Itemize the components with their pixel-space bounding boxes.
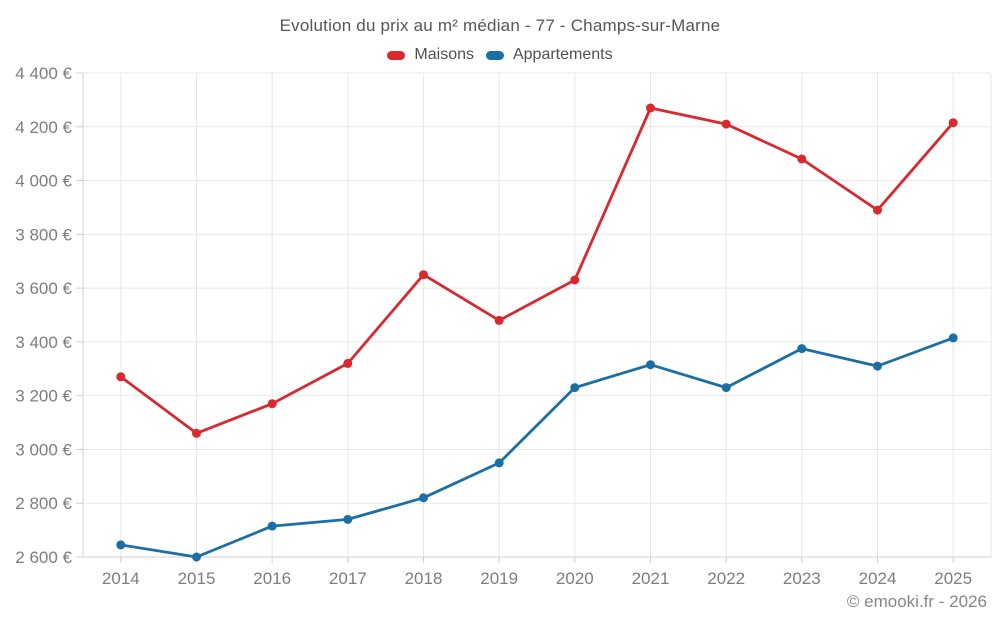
x-axis-tick-label: 2021 [632, 569, 670, 588]
y-axis-tick-label: 2 800 € [15, 494, 72, 513]
data-point-maisons-2016[interactable] [267, 399, 277, 409]
y-axis-tick-label: 2 600 € [15, 548, 72, 567]
y-axis-tick-label: 3 200 € [15, 387, 72, 406]
data-point-maisons-2022[interactable] [721, 119, 731, 129]
data-point-maisons-2024[interactable] [873, 205, 882, 215]
y-axis-tick-label: 4 200 € [15, 118, 72, 137]
x-axis-tick-label: 2020 [556, 569, 594, 588]
legend-marker-maisons-icon [387, 50, 406, 60]
x-axis-tick-label: 2014 [102, 569, 140, 588]
data-point-maisons-2023[interactable] [797, 154, 807, 164]
data-point-appartements-2014[interactable] [116, 540, 126, 550]
data-point-maisons-2021[interactable] [646, 103, 655, 113]
data-point-appartements-2022[interactable] [721, 383, 731, 393]
x-axis-tick-label: 2024 [859, 569, 897, 588]
series-appartements [116, 333, 958, 562]
data-point-appartements-2025[interactable] [948, 333, 958, 343]
chart-title: Evolution du prix au m² médian - 77 - Ch… [279, 16, 721, 35]
data-point-appartements-2024[interactable] [873, 361, 882, 371]
data-point-maisons-2018[interactable] [419, 270, 428, 280]
data-point-maisons-2025[interactable] [948, 118, 958, 128]
copyright-credit: © emooki.fr - 2026 [846, 592, 987, 611]
data-point-appartements-2016[interactable] [267, 521, 277, 531]
legend-item-appartements[interactable]: Appartements [485, 46, 613, 64]
data-point-appartements-2017[interactable] [343, 514, 353, 524]
series-line-appartements [119, 336, 955, 559]
data-point-maisons-2019[interactable] [494, 315, 504, 325]
y-axis-tick-label: 4 400 € [15, 64, 72, 83]
data-point-appartements-2018[interactable] [419, 493, 428, 503]
data-point-maisons-2020[interactable] [570, 275, 580, 285]
data-point-appartements-2021[interactable] [646, 360, 655, 370]
legend-label-maisons: Maisons [414, 46, 474, 63]
y-axis-tick-label: 3 600 € [15, 279, 72, 298]
y-axis-tick-label: 3 400 € [15, 333, 72, 352]
x-axis-tick-label: 2018 [405, 569, 443, 588]
series-maisons [116, 103, 958, 438]
data-point-maisons-2017[interactable] [343, 358, 353, 368]
x-axis-tick-label: 2015 [178, 569, 216, 588]
y-axis-tick-label: 3 000 € [15, 440, 72, 459]
data-point-appartements-2020[interactable] [570, 383, 580, 393]
x-axis-tick-label: 2017 [329, 569, 367, 588]
x-axis-tick-label: 2016 [253, 569, 291, 588]
x-axis-tick-label: 2023 [783, 569, 821, 588]
gridlines: 2 600 € 2 800 € 3 000 € 3 200 € 3 400 € 3 600… [15, 64, 992, 588]
y-axis-tick-label: 4 000 € [15, 172, 72, 191]
x-axis-tick-label: 2022 [707, 569, 745, 588]
data-point-appartements-2015[interactable] [192, 552, 201, 562]
legend-item-maisons[interactable]: Maisons [387, 46, 474, 64]
legend-label-appartements: Appartements [512, 46, 613, 63]
x-axis-tick-label: 2025 [934, 569, 972, 588]
data-point-appartements-2023[interactable] [797, 344, 807, 354]
data-point-appartements-2019[interactable] [494, 458, 504, 468]
y-axis-tick-label: 3 800 € [15, 225, 72, 244]
data-point-maisons-2014[interactable] [116, 372, 126, 382]
data-point-maisons-2015[interactable] [192, 428, 201, 438]
legend-marker-appartements-icon [485, 50, 504, 60]
series-line-maisons [119, 106, 955, 435]
x-axis-tick-label: 2019 [480, 569, 518, 588]
chart-legend: Maisons Appartements [0, 46, 1000, 64]
